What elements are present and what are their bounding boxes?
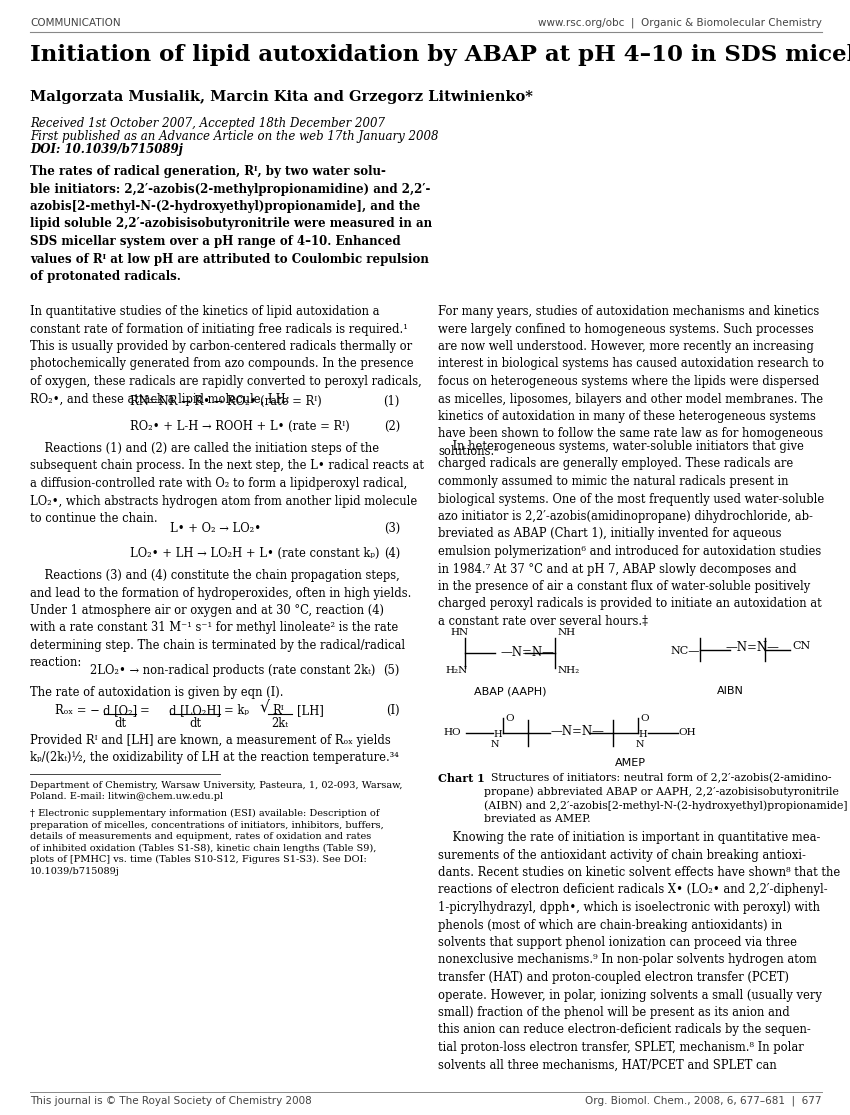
Text: HN: HN [450,628,468,637]
Text: Provided Rᴵ and [LH] are known, a measurement of Rₒₓ yields
kₚ/(2kₜ)½, the oxidi: Provided Rᴵ and [LH] are known, a measur… [30,734,399,765]
Text: H: H [493,730,501,739]
Text: Initiation of lipid autoxidation by ABAP at pH 4–10 in SDS micelles†: Initiation of lipid autoxidation by ABAP… [30,43,850,66]
Text: O: O [640,714,649,723]
Text: www.rsc.org/obc  |  Organic & Biomolecular Chemistry: www.rsc.org/obc | Organic & Biomolecular… [538,18,822,29]
Text: Rᴵ: Rᴵ [272,704,284,717]
Text: d [LO₂H]: d [LO₂H] [169,704,221,717]
Text: OH: OH [678,728,695,737]
Text: —N=N—: —N=N— [725,641,779,655]
Text: ABAP (AAPH): ABAP (AAPH) [473,686,547,696]
Text: =: = [140,704,150,717]
Text: (2): (2) [383,420,400,433]
Text: In heterogeneous systems, water-soluble initiators that give
charged radicals ar: In heterogeneous systems, water-soluble … [438,440,824,628]
Text: First published as an Advance Article on the web 17th January 2008: First published as an Advance Article on… [30,130,439,143]
Text: Rₒₓ = −: Rₒₓ = − [55,704,99,717]
Text: √: √ [260,699,270,716]
Text: Reactions (1) and (2) are called the initiation steps of the
subsequent chain pr: Reactions (1) and (2) are called the ini… [30,442,424,525]
Text: HO: HO [443,728,461,737]
Text: NH: NH [558,628,576,637]
Text: (I): (I) [387,704,400,717]
Text: d [O₂]: d [O₂] [103,704,137,717]
Text: For many years, studies of autoxidation mechanisms and kinetics
were largely con: For many years, studies of autoxidation … [438,306,824,458]
Text: Knowing the rate of initiation is important in quantitative mea-
surements of th: Knowing the rate of initiation is import… [438,831,841,1072]
Text: LO₂• + LH → LO₂H + L• (rate constant kₚ): LO₂• + LH → LO₂H + L• (rate constant kₚ) [130,547,379,560]
Text: Reactions (3) and (4) constitute the chain propagation steps,
and lead to the fo: Reactions (3) and (4) constitute the cha… [30,569,411,669]
Text: [LH]: [LH] [297,704,324,717]
Text: N: N [491,740,500,749]
Text: Chart 1: Chart 1 [438,773,484,784]
Text: Department of Chemistry, Warsaw University, Pasteura, 1, 02-093, Warsaw,
Poland.: Department of Chemistry, Warsaw Universi… [30,780,403,802]
Text: The rates of radical generation, Rᴵ, by two water solu-
ble initiators: 2,2′-azo: The rates of radical generation, Rᴵ, by … [30,165,432,283]
Text: † Electronic supplementary information (ESI) available: Description of
preparati: † Electronic supplementary information (… [30,809,383,875]
Text: CN: CN [792,641,810,651]
Text: NC—: NC— [670,646,700,656]
Text: (4): (4) [383,547,400,560]
Text: = kₚ: = kₚ [224,704,249,717]
Text: O: O [505,714,513,723]
Text: dt: dt [189,717,201,730]
Text: (5): (5) [383,665,400,677]
Text: Org. Biomol. Chem., 2008, 6, 677–681  |  677: Org. Biomol. Chem., 2008, 6, 677–681 | 6… [586,1096,822,1106]
Text: Structures of initiators: neutral form of 2,2′-azobis(2-amidino-
propane) abbrev: Structures of initiators: neutral form o… [484,773,850,824]
Text: (3): (3) [383,522,400,535]
Text: dt: dt [114,717,126,730]
Text: —N=N—: —N=N— [550,725,604,738]
Text: RO₂• + L-H → ROOH + L• (rate = Rᴵ): RO₂• + L-H → ROOH + L• (rate = Rᴵ) [130,420,349,433]
Text: H: H [638,730,647,739]
Text: DOI: 10.1039/b715089j: DOI: 10.1039/b715089j [30,143,183,156]
Text: N: N [636,740,644,749]
Text: In quantitative studies of the kinetics of lipid autoxidation a
constant rate of: In quantitative studies of the kinetics … [30,306,422,406]
Text: (1): (1) [383,395,400,408]
Text: Received 1st October 2007, Accepted 18th December 2007: Received 1st October 2007, Accepted 18th… [30,117,385,130]
Text: 2kₜ: 2kₜ [271,717,288,730]
Text: NH₂: NH₂ [558,666,581,675]
Text: 2LO₂• → non-radical products (rate constant 2kₜ): 2LO₂• → non-radical products (rate const… [90,665,376,677]
Text: Malgorzata Musialik, Marcin Kita and Grzegorz Litwinienko*: Malgorzata Musialik, Marcin Kita and Grz… [30,90,533,104]
Text: This journal is © The Royal Society of Chemistry 2008: This journal is © The Royal Society of C… [30,1096,312,1106]
Text: H₂N: H₂N [445,666,468,675]
Text: RN=NR → R• → RO₂• (rate = Rᴵ): RN=NR → R• → RO₂• (rate = Rᴵ) [130,395,322,408]
Text: AIBN: AIBN [717,686,744,696]
Text: L• + O₂ → LO₂•: L• + O₂ → LO₂• [170,522,261,535]
Text: COMMUNICATION: COMMUNICATION [30,18,121,28]
Text: AMEP: AMEP [615,758,645,768]
Text: The rate of autoxidation is given by eqn (I).: The rate of autoxidation is given by eqn… [30,686,284,699]
Text: —N=N—: —N=N— [500,646,554,659]
